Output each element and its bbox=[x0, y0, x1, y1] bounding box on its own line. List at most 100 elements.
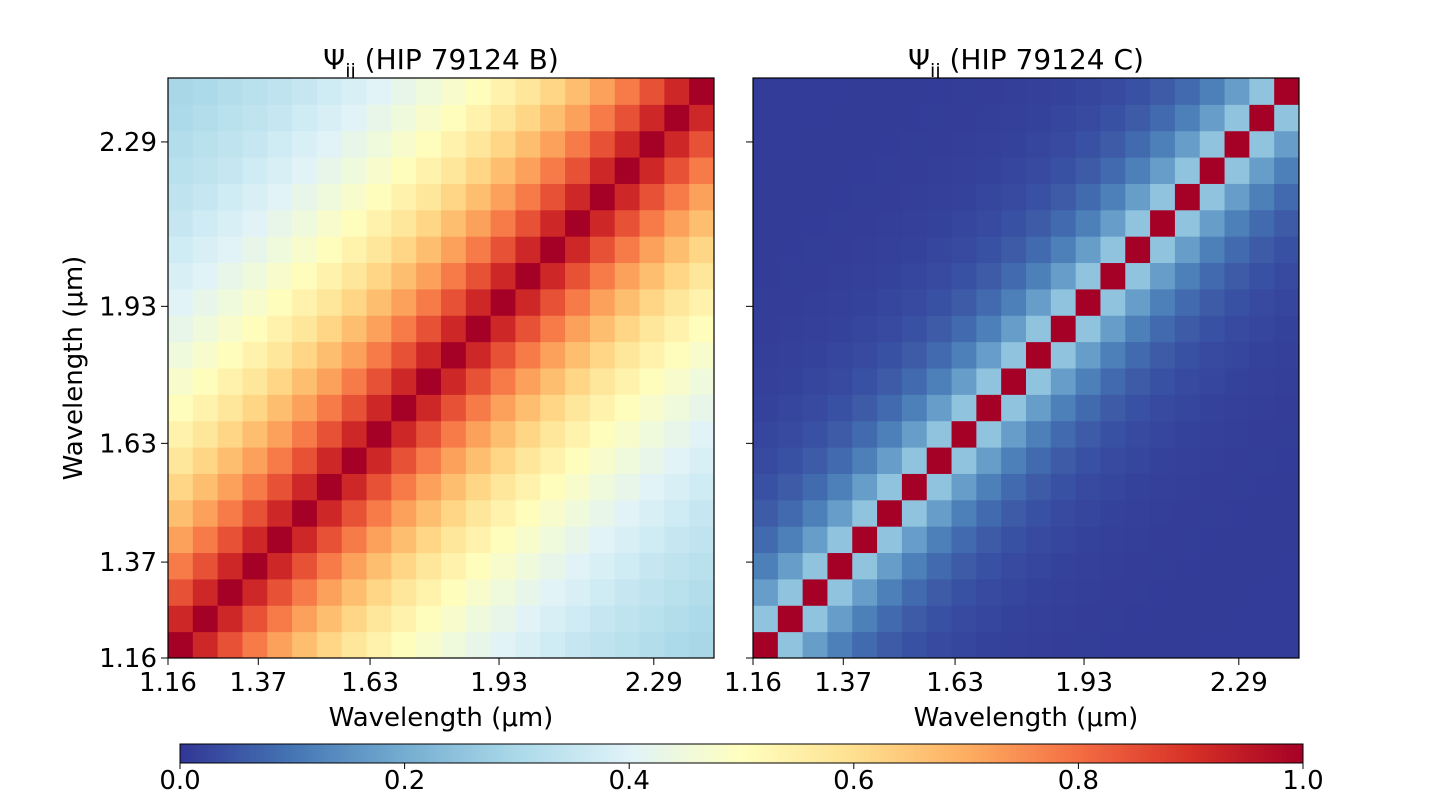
heatmap-cell bbox=[267, 288, 293, 316]
heatmap-panel-c: Ψij (HIP 79124 C) 1.16 1.37 1.63 1.93 2.29 W… bbox=[724, 43, 1300, 733]
heatmap-cell bbox=[1199, 236, 1226, 264]
heatmap-cell bbox=[341, 315, 368, 343]
heatmap-cell bbox=[753, 209, 779, 237]
heatmap-cell bbox=[777, 183, 804, 211]
heatmap-cell bbox=[192, 499, 219, 527]
heatmap-cell bbox=[192, 578, 219, 606]
heatmap-cell bbox=[192, 288, 219, 316]
heatmap-cell bbox=[1150, 394, 1176, 422]
heatmap-cell bbox=[366, 420, 392, 448]
heatmap-cell bbox=[267, 130, 293, 158]
heatmap-cell bbox=[926, 315, 953, 343]
heatmap-cell bbox=[589, 394, 616, 422]
heatmap-cell bbox=[1249, 499, 1275, 527]
heatmap-cell bbox=[1075, 183, 1101, 211]
heatmap-cell bbox=[441, 130, 467, 158]
heatmap-cell bbox=[951, 104, 977, 132]
heatmap-cell bbox=[416, 288, 442, 316]
heatmap-cell bbox=[1026, 341, 1052, 369]
heatmap-cell bbox=[589, 473, 616, 501]
heatmap-cell bbox=[827, 552, 853, 580]
heatmap-cell bbox=[664, 209, 690, 237]
heatmap-cell bbox=[802, 631, 828, 659]
heatmap-cell bbox=[1224, 368, 1250, 395]
heatmap-cell bbox=[465, 526, 492, 554]
heatmap-cell bbox=[1274, 315, 1300, 343]
heatmap-cell bbox=[1100, 394, 1126, 422]
heatmap-cell bbox=[1249, 631, 1275, 659]
heatmap-cell bbox=[441, 262, 467, 290]
heatmap-cell bbox=[391, 157, 417, 184]
heatmap-cell bbox=[1100, 78, 1126, 105]
heatmap-cell bbox=[1174, 130, 1201, 158]
heatmap-cell bbox=[1100, 104, 1126, 132]
heatmap-cell bbox=[391, 578, 417, 606]
heatmap-cell bbox=[1274, 473, 1300, 501]
heatmap-cell bbox=[877, 209, 903, 237]
heatmap-cell bbox=[639, 578, 665, 606]
heatmap-cell bbox=[827, 526, 853, 554]
heatmap-cell bbox=[877, 368, 903, 395]
heatmap-cell bbox=[465, 341, 492, 369]
heatmap-cell bbox=[1001, 552, 1027, 580]
heatmap-cell bbox=[465, 104, 492, 132]
heatmap-cell bbox=[1100, 288, 1126, 316]
heatmap-cell bbox=[341, 605, 368, 633]
heatmap-cell bbox=[1174, 78, 1201, 105]
heatmap-cell bbox=[1150, 209, 1176, 237]
heatmap-cell bbox=[802, 209, 828, 237]
heatmap-cell bbox=[540, 315, 566, 343]
heatmap-cell bbox=[1100, 473, 1126, 501]
heatmap-cell bbox=[1100, 447, 1126, 474]
heatmap-cell bbox=[1174, 526, 1201, 554]
heatmap-cell bbox=[639, 104, 665, 132]
heatmap-cell bbox=[391, 315, 417, 343]
heatmap-cell bbox=[192, 341, 219, 369]
heatmap-cell bbox=[926, 78, 953, 105]
heatmap-cell bbox=[1100, 499, 1126, 527]
heatmap-cell bbox=[292, 288, 318, 316]
heatmap-cell bbox=[490, 341, 516, 369]
heatmap-cell bbox=[565, 315, 591, 343]
heatmap-cell bbox=[1150, 605, 1176, 633]
heatmap-cell bbox=[689, 526, 715, 554]
heatmap-cell bbox=[1125, 473, 1151, 501]
heatmap-cell bbox=[292, 341, 318, 369]
x-tick-label: 2.29 bbox=[625, 668, 683, 698]
heatmap-cell bbox=[614, 183, 641, 211]
heatmap-cell bbox=[664, 368, 690, 395]
heatmap-cell bbox=[168, 499, 194, 527]
heatmap-cell bbox=[664, 552, 690, 580]
heatmap-cell bbox=[901, 341, 928, 369]
x-ticks-c: 1.16 1.37 1.63 1.93 2.29 bbox=[724, 658, 1268, 698]
heatmap-cell bbox=[639, 552, 665, 580]
heatmap-cell bbox=[490, 78, 516, 105]
heatmap-cell bbox=[1249, 341, 1275, 369]
heatmap-cell bbox=[664, 236, 690, 264]
heatmap-cell bbox=[490, 526, 516, 554]
heatmap-cell bbox=[366, 209, 392, 237]
heatmap-cell bbox=[926, 209, 953, 237]
heatmap-cell bbox=[1150, 447, 1176, 474]
heatmap-cell bbox=[901, 315, 928, 343]
heatmap-cell bbox=[267, 631, 293, 659]
heatmap-cell bbox=[565, 104, 591, 132]
heatmap-cell bbox=[565, 368, 591, 395]
heatmap-cell bbox=[316, 473, 343, 501]
heatmap-cell bbox=[1050, 236, 1077, 264]
heatmap-cell bbox=[976, 605, 1002, 633]
heatmap-cell bbox=[951, 78, 977, 105]
plot-frame-c bbox=[752, 77, 1300, 659]
heatmap-cell bbox=[802, 526, 828, 554]
heatmap-cell bbox=[217, 157, 243, 184]
heatmap-cell bbox=[1249, 157, 1275, 184]
heatmap-cell bbox=[639, 526, 665, 554]
heatmap-cells-c bbox=[753, 78, 1300, 659]
heatmap-cell bbox=[802, 183, 828, 211]
heatmap-cell bbox=[292, 420, 318, 448]
heatmap-cell bbox=[1150, 236, 1176, 264]
heatmap-cell bbox=[1050, 78, 1077, 105]
heatmap-cell bbox=[1050, 104, 1077, 132]
heatmap-cell bbox=[565, 78, 591, 105]
heatmap-cell bbox=[1150, 157, 1176, 184]
